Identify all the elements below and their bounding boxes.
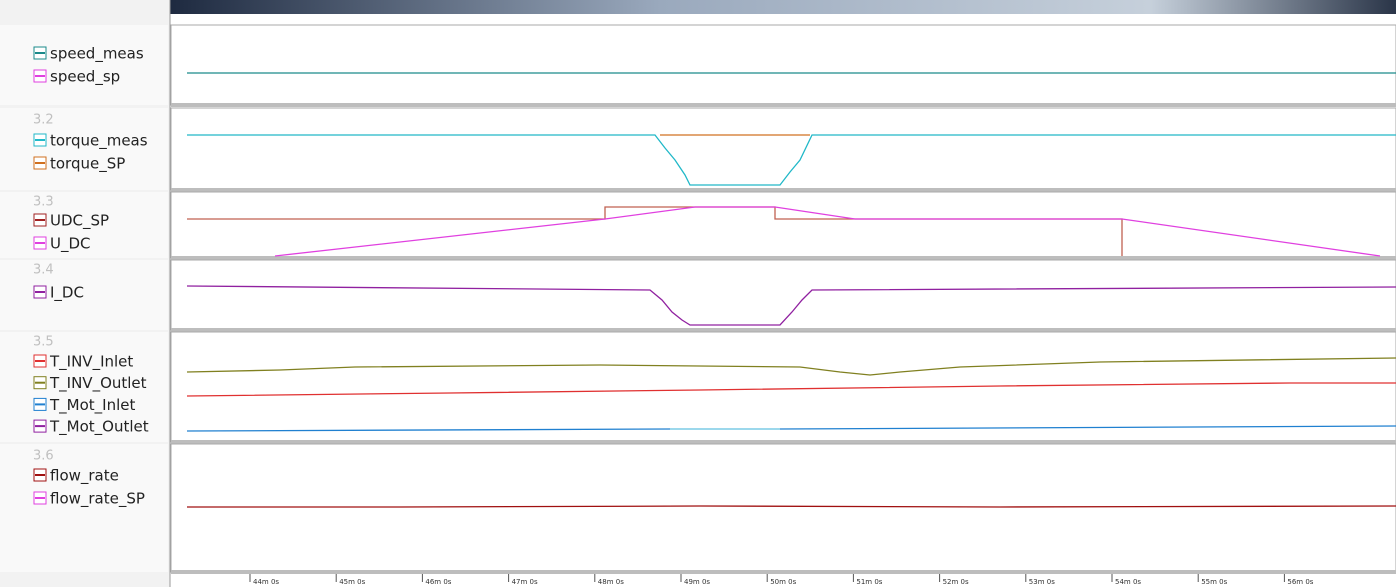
time-label: 47m 0s (512, 578, 538, 586)
panel-id: 3.3 (33, 195, 54, 210)
trace (186, 428, 671, 432)
panel-id: 3.5 (33, 335, 54, 350)
time-label: 45m 0s (339, 578, 365, 586)
plot-area (170, 107, 1396, 191)
signal-name: U_DC (50, 235, 91, 254)
time-label: 46m 0s (425, 578, 451, 586)
trace (186, 285, 1396, 326)
time-label: 52m 0s (943, 578, 969, 586)
legend-box (0, 25, 168, 105)
signal-name: speed_sp (50, 68, 120, 87)
panel-id: 3.6 (33, 449, 54, 464)
traces (186, 72, 1396, 508)
plot-area (170, 24, 1396, 106)
time-label: 48m 0s (598, 578, 624, 586)
separator (171, 328, 1396, 332)
legend-box (0, 260, 168, 330)
trace (274, 206, 1381, 257)
legend-box (0, 192, 168, 258)
time-label: 55m 0s (1201, 578, 1227, 586)
separator (171, 188, 1396, 192)
separator (171, 103, 1396, 107)
panel-id: 3.2 (33, 113, 54, 128)
time-label: 53m 0s (1029, 578, 1055, 586)
separator (171, 440, 1396, 444)
signal-name: flow_rate (50, 467, 119, 486)
separator (171, 570, 1396, 574)
plot-area (170, 331, 1396, 443)
signal-name: torque_meas (50, 132, 148, 151)
plot-area (170, 259, 1396, 331)
signal-name: T_INV_Inlet (49, 353, 133, 372)
signal-name: torque_SP (50, 155, 125, 174)
trace (186, 357, 1396, 376)
signal-name: T_Mot_Inlet (49, 396, 135, 415)
header-band (170, 0, 1396, 14)
plot-area (170, 191, 1396, 259)
time-label: 50m 0s (770, 578, 796, 586)
time-label: 54m 0s (1115, 578, 1141, 586)
legend-box (0, 332, 168, 442)
separator (171, 256, 1396, 260)
time-label: 44m 0s (253, 578, 279, 586)
time-label: 56m 0s (1287, 578, 1313, 586)
legend-box (0, 108, 168, 190)
signal-name: T_Mot_Outlet (49, 418, 149, 437)
plot-area (170, 443, 1396, 573)
time-axis (171, 574, 1396, 587)
trace (187, 505, 1396, 508)
trace (186, 382, 1396, 397)
signal-name: flow_rate_SP (50, 490, 145, 509)
signal-name: T_INV_Outlet (49, 374, 147, 393)
signal-name: I_DC (50, 284, 84, 303)
trace (779, 425, 1396, 430)
time-label: 51m 0s (856, 578, 882, 586)
signal-name: UDC_SP (50, 212, 109, 231)
legend-box (0, 444, 168, 572)
signal-name: speed_meas (50, 45, 144, 64)
panel-id: 3.4 (33, 263, 54, 278)
time-label: 49m 0s (684, 578, 710, 586)
trace (187, 134, 1396, 186)
